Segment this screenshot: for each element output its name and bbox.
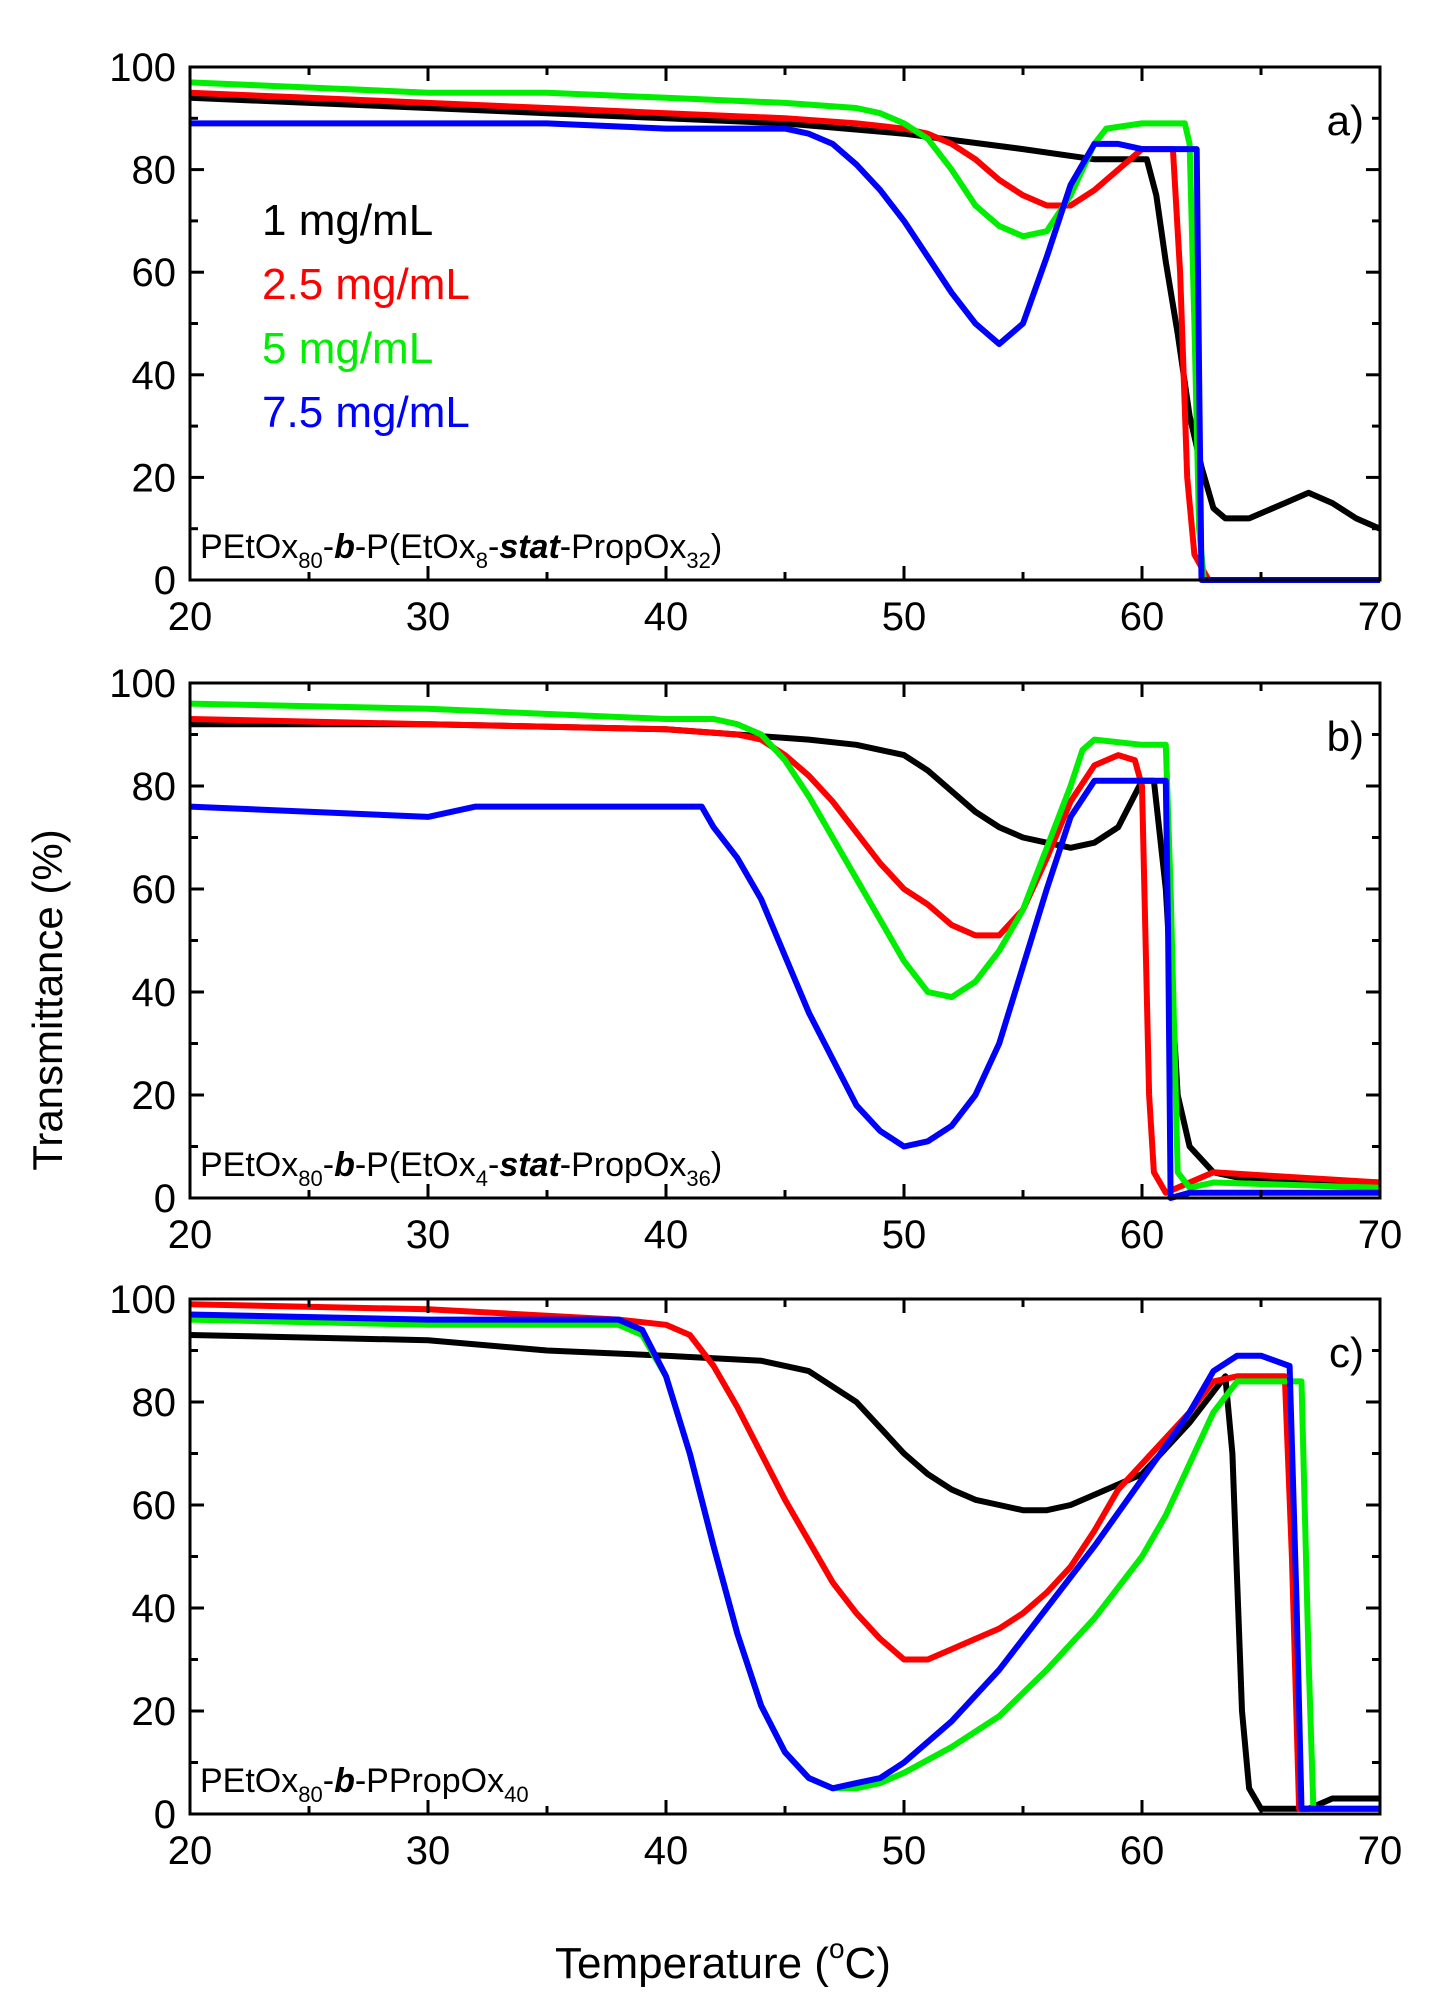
x-tick-label: 70 xyxy=(1358,1213,1403,1257)
sample-label: PEtOx80-b-P(EtOx8-stat-PropOx32) xyxy=(200,528,722,573)
x-tick-label: 50 xyxy=(882,1829,927,1873)
panels: 20 30 40 50 60 70020406080100a)PEtOx80-b-P(Et… xyxy=(109,46,1402,1873)
panel-1: 20 30 40 50 60 70020406080100a)PEtOx80-b-P(Et… xyxy=(109,46,1402,639)
plot-frame xyxy=(188,1297,1382,1816)
series-line-1mg xyxy=(190,721,1381,1186)
x-tick-label: 40 xyxy=(644,1213,689,1257)
series-line-7.5mg xyxy=(189,777,1380,1201)
series-line-5mg xyxy=(189,700,1381,1191)
y-tick-label: 20 xyxy=(132,1074,177,1118)
series-line-2.5mg xyxy=(189,1301,1380,1812)
x-tick-label: 40 xyxy=(644,1829,689,1873)
y-tick-label: 100 xyxy=(109,662,176,706)
x-tick-label: 60 xyxy=(1120,1213,1165,1257)
y-axis-label: Transmittance (%) xyxy=(24,829,71,1171)
legend-entry-1mg: 1 mg/mL xyxy=(262,196,433,245)
x-tick-label: 20 xyxy=(168,595,213,639)
sample-label: PEtOx80-b-PPropOx40 xyxy=(200,1762,529,1807)
y-tick-label: 60 xyxy=(132,251,177,295)
panel-label: a) xyxy=(1327,97,1364,144)
y-tick-label: 60 xyxy=(132,1484,177,1528)
y-tick-label: 60 xyxy=(132,868,177,912)
series-line-1mg xyxy=(189,1332,1380,1812)
x-tick-label: 20 xyxy=(168,1829,213,1873)
panel-2: 20 30 40 50 60 70020406080100b)PEtOx80-b-P(Et… xyxy=(109,662,1402,1257)
panel-label: c) xyxy=(1329,1329,1364,1376)
panel-3: 20 30 40 50 60 70020406080100c)PEtOx80-b-PPro… xyxy=(109,1278,1402,1873)
series-line-7.5mg xyxy=(190,120,1380,583)
y-tick-label: 40 xyxy=(132,971,177,1015)
y-tick-label: 0 xyxy=(154,559,176,603)
y-tick-label: 100 xyxy=(109,1278,176,1322)
x-tick-label: 30 xyxy=(406,1213,451,1257)
x-tick-label: 60 xyxy=(1120,595,1165,639)
x-tick-label: 60 xyxy=(1120,1829,1165,1873)
series-line-2.5mg xyxy=(189,89,1380,583)
y-tick-label: 80 xyxy=(132,765,177,809)
x-tick-label: 30 xyxy=(406,1829,451,1873)
series-line-7.5mg xyxy=(189,1311,1380,1812)
x-tick-label: 30 xyxy=(406,595,451,639)
y-tick-label: 100 xyxy=(109,46,176,90)
legend-entry-2.5mg: 2.5 mg/mL xyxy=(262,260,470,309)
y-tick-label: 0 xyxy=(154,1177,176,1221)
x-tick-label: 70 xyxy=(1358,1829,1403,1873)
x-tick-label: 50 xyxy=(882,1213,927,1257)
y-tick-label: 80 xyxy=(132,149,177,193)
x-tick-label: 20 xyxy=(168,1213,213,1257)
x-tick-label: 50 xyxy=(882,595,927,639)
x-tick-label: 40 xyxy=(644,595,689,639)
y-tick-label: 20 xyxy=(132,1690,177,1734)
y-tick-label: 80 xyxy=(132,1381,177,1425)
x-tick-label: 70 xyxy=(1358,595,1403,639)
x-axis-label: Temperature (oC) xyxy=(555,1933,891,1988)
series-line-5mg xyxy=(189,79,1380,583)
panel-label: b) xyxy=(1327,713,1364,760)
y-tick-label: 0 xyxy=(154,1793,176,1837)
sample-label: PEtOx80-b-P(EtOx4-stat-PropOx36) xyxy=(200,1146,722,1191)
y-tick-label: 20 xyxy=(132,456,177,500)
legend: 1 mg/mL 2.5 mg/mL 5 mg/mL 7.5 mg/mL xyxy=(262,196,470,437)
legend-entry-5mg: 5 mg/mL xyxy=(262,324,433,373)
y-tick-label: 40 xyxy=(132,1587,177,1631)
series-line-1mg xyxy=(189,94,1382,532)
y-tick-label: 40 xyxy=(132,354,177,398)
legend-entry-7.5mg: 7.5 mg/mL xyxy=(262,388,470,437)
